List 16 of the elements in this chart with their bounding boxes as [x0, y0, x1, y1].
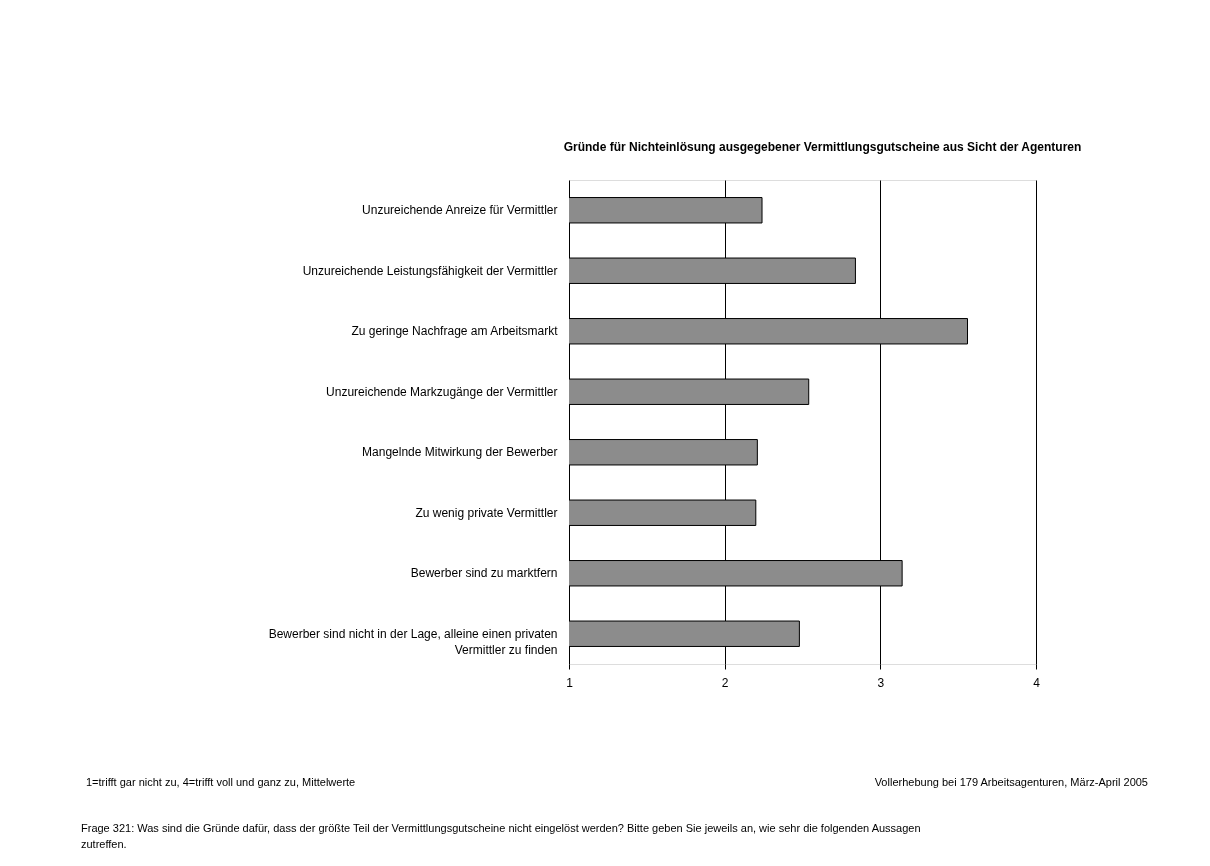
x-tick-label: 1 [566, 675, 574, 690]
text: Vollerhebung bei 179 Arbeitsagenturen, März-April 2005 [874, 776, 1148, 788]
y-tick-label: Zu geringe Nachfrage am Arbeitsmarkt [351, 324, 559, 339]
y-tick-label: Bewerber sind zu marktfern [410, 566, 558, 581]
text: Frage 321: Was sind die Gründe dafür, dass der größte Teil der Vermittlungsgutscheine nicht eingelöst werden? Bitte geben Sie jeweils an, wie sehr die folgenden Aussagen zutreffen. [81, 822, 921, 850]
y-tick-label: Unzureichende Anreize für Vermittler [362, 203, 558, 218]
y-tick-label: Zu wenig private Vermittler [415, 505, 558, 520]
y-tick-label: Unzureichende Leistungsfähigkeit der Vermittler [302, 263, 558, 278]
y-tick-label: Mangelnde Mitwirkung der Bewerber [362, 445, 558, 460]
x-tick-label: 4 [1033, 675, 1041, 690]
chart-title: Gründe für Nichteinlösung ausgegebener Vermittlungsgutscheine aus Sicht der Agenturen [563, 140, 1082, 154]
x-tick-label: 3 [877, 675, 885, 690]
y-tick-label: Unzureichende Markzugänge der Vermittler [326, 384, 558, 399]
text: 1=trifft gar nicht zu, 4=trifft voll und ganz zu, Mittelwerte [86, 776, 356, 788]
x-tick-label: 2 [721, 675, 729, 690]
y-tick-label: Bewerber sind nicht in der Lage, alleine einen privaten Vermittler zu finden [268, 626, 558, 657]
